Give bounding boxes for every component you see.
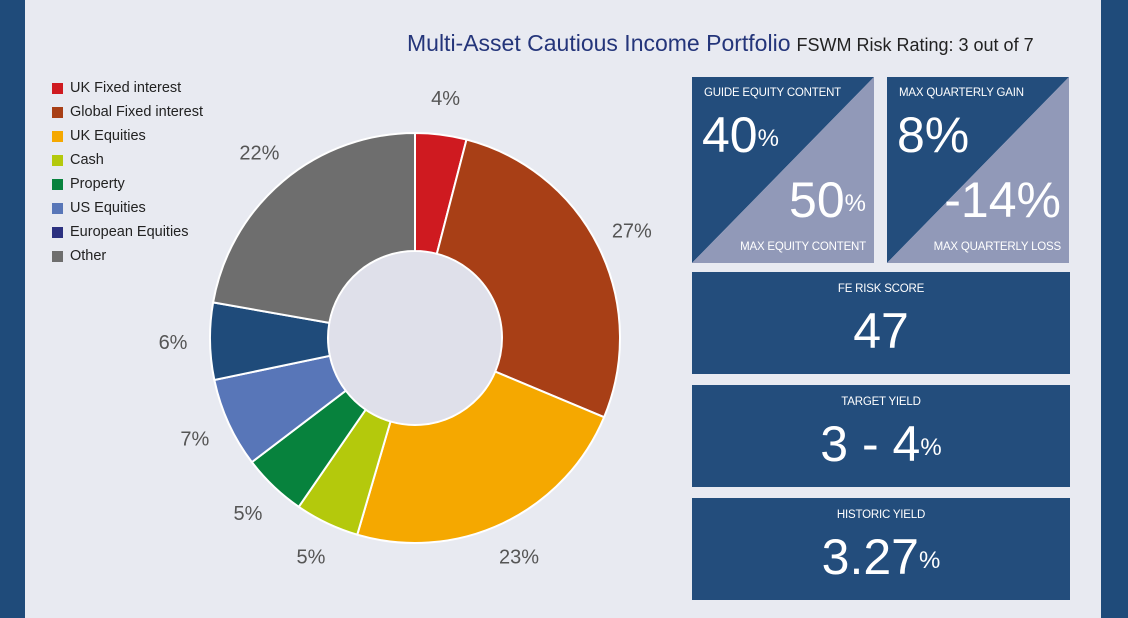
legend-item: Other	[52, 244, 203, 268]
slice-label: 22%	[239, 143, 279, 165]
target-yield-label: TARGET YIELD	[841, 396, 921, 408]
max-equity-label: MAX EQUITY CONTENT	[740, 241, 866, 253]
donut-chart: 4% 27% 23% 5% 5% 7% 6% 22%	[159, 88, 652, 569]
legend-swatch	[52, 226, 63, 238]
max-quarterly-gain-value: 8%	[897, 107, 970, 163]
slice-label: 23%	[499, 547, 539, 569]
donut-hole	[329, 252, 501, 424]
legend-label: Other	[70, 248, 107, 264]
donut-slice	[435, 138, 621, 419]
fe-risk-score-value: 47	[853, 303, 909, 359]
fe-risk-score-box: FE RISK SCORE 47	[692, 272, 1070, 374]
slice-label: 4%	[431, 88, 460, 110]
target-yield-box: TARGET YIELD 3 - 4%	[692, 385, 1070, 487]
slice-label: 5%	[234, 503, 263, 525]
equity-content-box: GUIDE EQUITY CONTENT 40% 50% MAX EQUITY …	[692, 77, 874, 263]
legend-item: UK Equities	[52, 124, 203, 148]
max-quarterly-gain-label: MAX QUARTERLY GAIN	[899, 87, 1024, 99]
legend-item: Cash	[52, 148, 203, 172]
legend-swatch	[52, 82, 63, 94]
legend-label: Cash	[70, 152, 104, 168]
legend-swatch	[52, 154, 63, 166]
max-equity-value: 50%	[789, 172, 866, 228]
quarterly-box-light-triangle	[887, 77, 1069, 263]
legend-swatch	[52, 250, 63, 262]
legend-swatch	[52, 130, 63, 142]
legend-item: UK Fixed interest	[52, 76, 203, 100]
fe-risk-score-label: FE RISK SCORE	[837, 283, 925, 295]
guide-equity-value: 40%	[702, 107, 779, 163]
quarterly-box: MAX QUARTERLY GAIN 8% -14% MAX QUARTERLY…	[887, 77, 1069, 263]
legend-label: UK Fixed interest	[70, 80, 182, 96]
legend-label: Global Fixed interest	[70, 104, 203, 120]
slice-label: 6%	[159, 332, 188, 354]
legend-swatch	[52, 178, 63, 190]
legend-swatch	[52, 106, 63, 118]
historic-yield-label: HISTORIC YIELD	[836, 509, 926, 521]
legend-label: Property	[70, 176, 125, 192]
page-title: Multi-Asset Cautious Income Portfolio FSW…	[407, 30, 1034, 57]
legend-label: UK Equities	[70, 128, 146, 144]
legend-swatch	[52, 202, 63, 214]
legend-item: Global Fixed interest	[52, 100, 203, 124]
target-yield-value: 3 - 4%	[820, 416, 942, 472]
equity-box-light-triangle	[692, 77, 874, 263]
guide-equity-label: GUIDE EQUITY CONTENT	[704, 87, 841, 99]
slice-label: 5%	[297, 547, 326, 569]
equity-box-background	[692, 77, 874, 263]
quarterly-box-background	[887, 77, 1069, 263]
max-quarterly-loss-value: -14%	[944, 172, 1061, 228]
donut-slice	[356, 370, 606, 544]
chart-legend: UK Fixed interest Global Fixed interest UK…	[52, 76, 203, 268]
donut-slice	[211, 131, 416, 325]
legend-item: US Equities	[52, 196, 203, 220]
historic-yield-box: HISTORIC YIELD 3.27%	[692, 498, 1070, 600]
risk-rating: FSWM Risk Rating: 3 out of 7	[796, 35, 1034, 55]
legend-label: European Equities	[70, 224, 189, 240]
max-quarterly-loss-label: MAX QUARTERLY LOSS	[933, 241, 1062, 253]
legend-item: Property	[52, 172, 203, 196]
legend-label: US Equities	[70, 200, 146, 216]
historic-yield-value: 3.27%	[821, 529, 941, 585]
slice-label: 7%	[180, 429, 209, 451]
slice-label: 27%	[612, 221, 652, 243]
legend-item: European Equities	[52, 220, 203, 244]
portfolio-title: Multi-Asset Cautious Income Portfolio	[407, 30, 791, 56]
